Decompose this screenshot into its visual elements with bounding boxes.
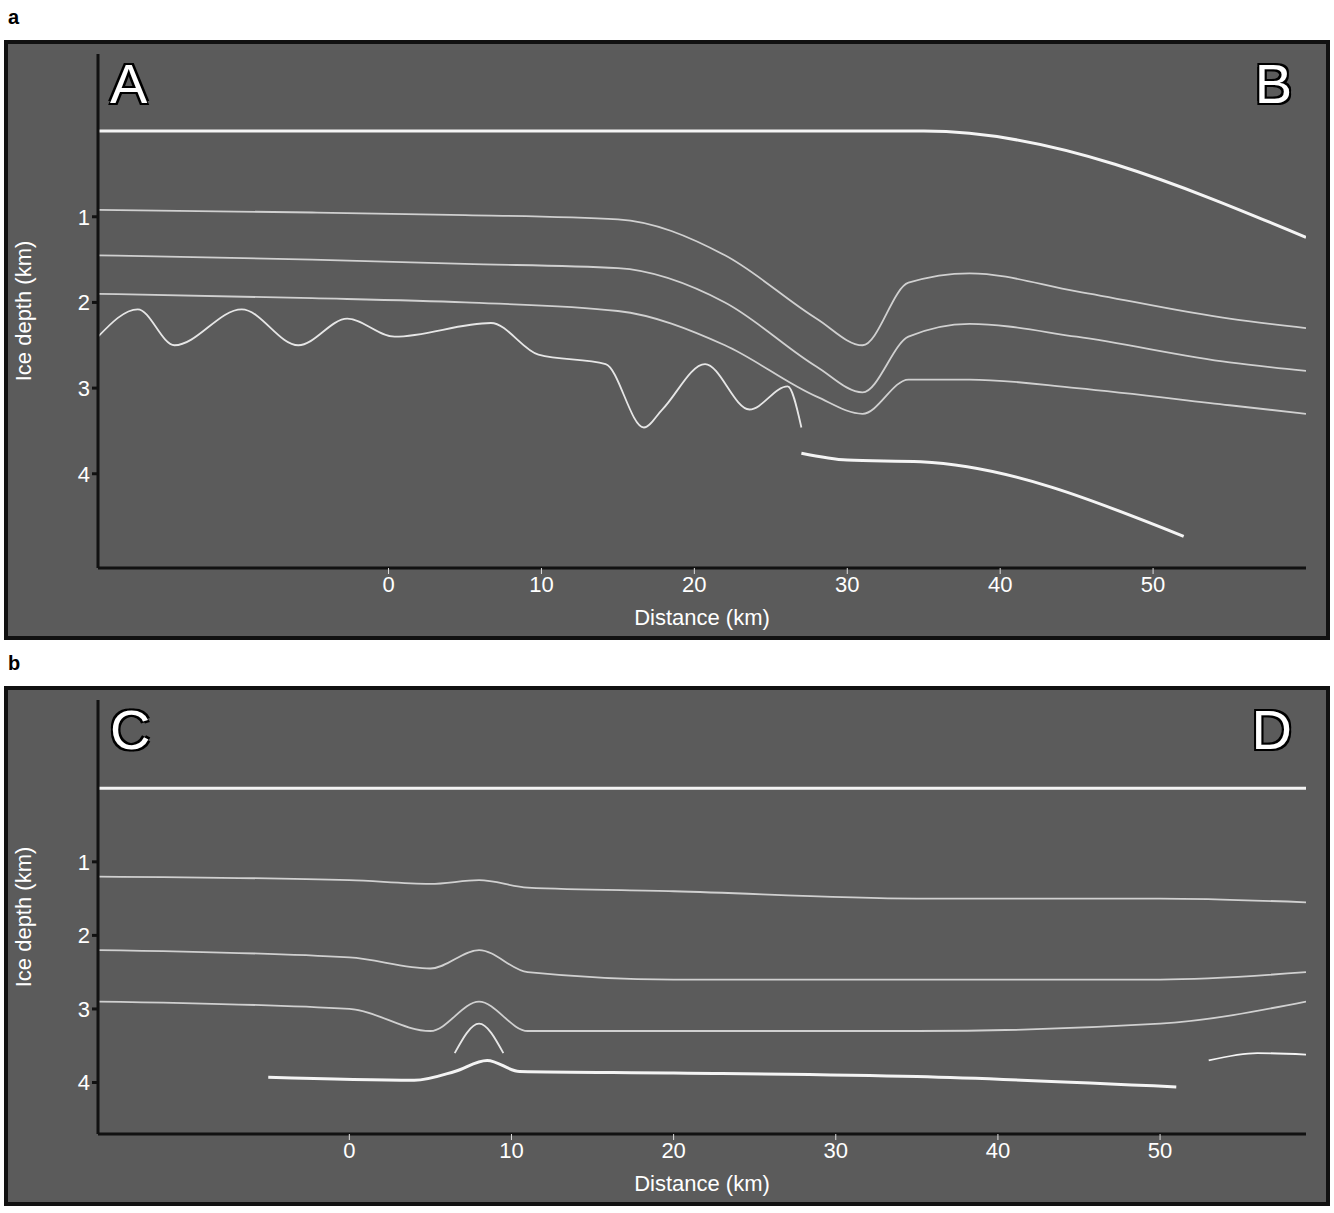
svg-text:0: 0 xyxy=(343,1138,355,1163)
html-text:D: D xyxy=(1251,698,1292,761)
html-text:B: B xyxy=(1254,52,1292,115)
svg-text:1: 1 xyxy=(78,850,90,875)
html-text:a: a xyxy=(8,6,20,28)
svg-text:Distance (km): Distance (km) xyxy=(634,605,770,630)
html-text:C: C xyxy=(110,698,151,761)
svg-text:2: 2 xyxy=(78,923,90,948)
svg-text:0: 0 xyxy=(382,572,394,597)
svg-text:50: 50 xyxy=(1141,572,1165,597)
svg-text:20: 20 xyxy=(682,572,706,597)
svg-text:20: 20 xyxy=(661,1138,685,1163)
svg-text:4: 4 xyxy=(78,1070,90,1095)
svg-text:10: 10 xyxy=(499,1138,523,1163)
svg-text:Ice depth (km): Ice depth (km) xyxy=(11,241,36,382)
svg-text:30: 30 xyxy=(835,572,859,597)
svg-text:40: 40 xyxy=(986,1138,1010,1163)
svg-text:4: 4 xyxy=(78,462,90,487)
html-text:A: A xyxy=(110,52,148,115)
svg-text:3: 3 xyxy=(78,376,90,401)
svg-text:40: 40 xyxy=(988,572,1012,597)
svg-text:50: 50 xyxy=(1148,1138,1172,1163)
svg-text:2: 2 xyxy=(78,290,90,315)
svg-text:30: 30 xyxy=(824,1138,848,1163)
svg-text:Ice depth (km): Ice depth (km) xyxy=(11,847,36,988)
svg-text:3: 3 xyxy=(78,997,90,1022)
svg-text:Distance (km): Distance (km) xyxy=(634,1171,770,1196)
svg-text:1: 1 xyxy=(78,205,90,230)
svg-text:10: 10 xyxy=(529,572,553,597)
html-text:b: b xyxy=(8,652,21,674)
